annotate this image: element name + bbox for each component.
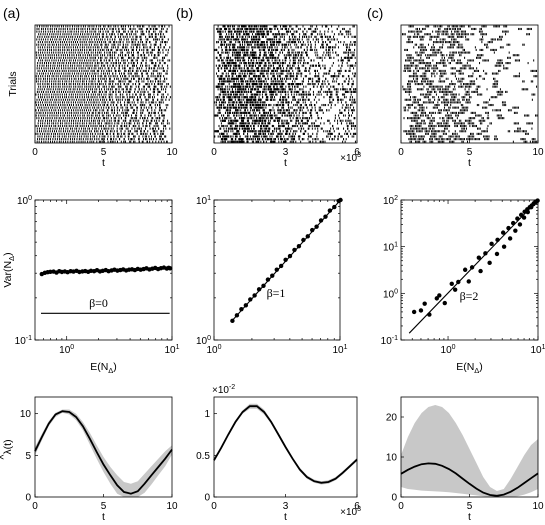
raster-b: 0 3 6t ×103 bbox=[211, 24, 361, 169]
x-tick-label: 10 bbox=[166, 147, 178, 158]
panel-label-c: (c) bbox=[367, 5, 383, 21]
x-tick-label: 5 bbox=[101, 147, 107, 158]
x-tick-label: 0 bbox=[32, 147, 38, 158]
raster-a: 0 5 10 t Trials bbox=[7, 24, 178, 169]
y-axis-label: Trials bbox=[7, 71, 19, 96]
raster-a-spikes bbox=[35, 25, 171, 143]
panel-label-a: (a) bbox=[3, 5, 20, 21]
panel-label-b: (b) bbox=[176, 5, 193, 21]
raster-b-spikes bbox=[214, 25, 357, 143]
x-axis-label: t bbox=[102, 157, 105, 169]
